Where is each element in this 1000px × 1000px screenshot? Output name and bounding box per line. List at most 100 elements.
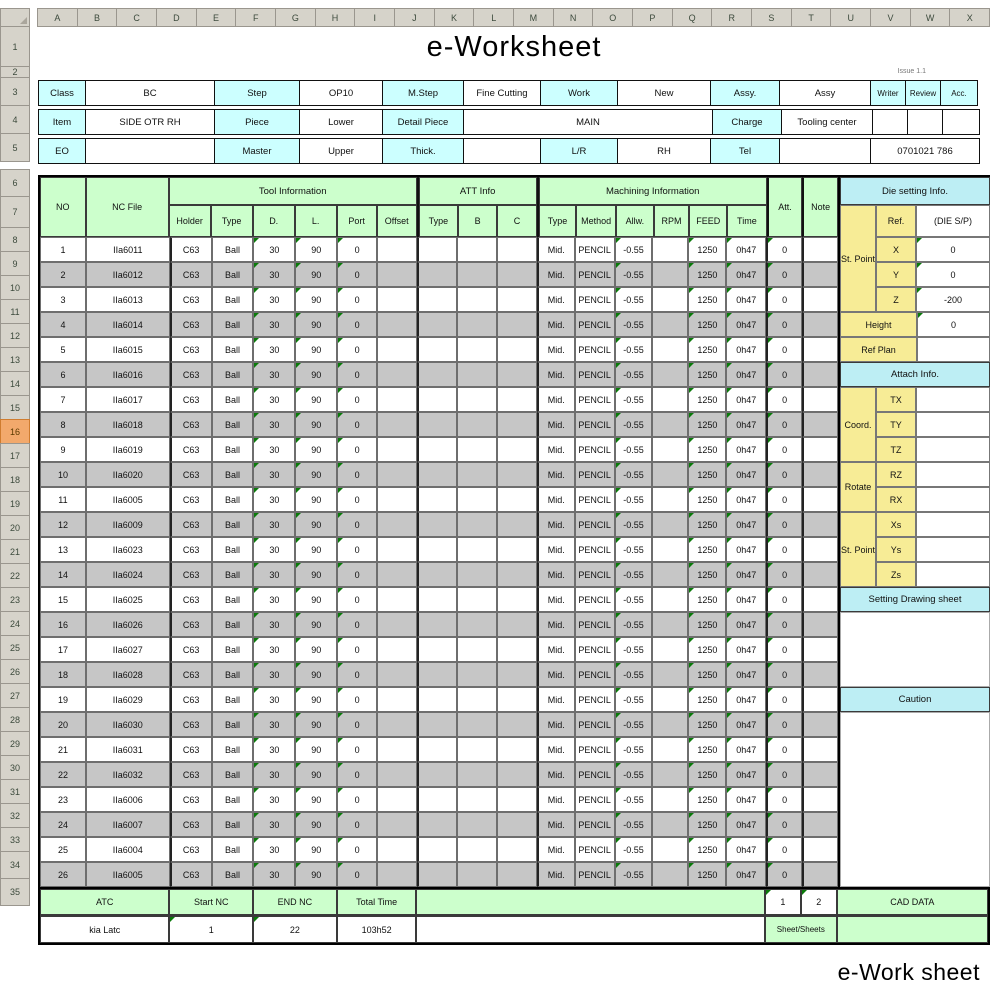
cell-att_b[interactable] bbox=[456, 512, 497, 537]
cell-time[interactable]: 0h47 bbox=[726, 762, 767, 787]
row-header-22[interactable]: 22 bbox=[0, 563, 30, 588]
cell-att_b[interactable] bbox=[456, 737, 497, 762]
cell-note[interactable] bbox=[802, 537, 839, 562]
cell-att_c[interactable] bbox=[496, 537, 537, 562]
cell-offset[interactable] bbox=[377, 837, 418, 862]
cell-holder[interactable]: C63 bbox=[169, 487, 212, 512]
cell-nc_file[interactable]: IIa6009 bbox=[85, 512, 170, 537]
cell-att_c[interactable] bbox=[496, 437, 537, 462]
row-header-20[interactable]: 20 bbox=[0, 515, 30, 540]
cell-d[interactable]: 30 bbox=[253, 737, 296, 762]
column-header-S[interactable]: S bbox=[751, 8, 792, 27]
cell-holder[interactable]: C63 bbox=[169, 462, 212, 487]
cell-no[interactable]: 14 bbox=[40, 562, 86, 587]
cell-type[interactable]: Ball bbox=[211, 237, 254, 262]
cell-no[interactable]: 19 bbox=[40, 687, 86, 712]
cell-no[interactable]: 11 bbox=[40, 487, 86, 512]
cell-nc_file[interactable]: IIa6005 bbox=[85, 862, 170, 887]
cell-port[interactable]: 0 bbox=[337, 362, 378, 387]
cell-d[interactable]: 30 bbox=[253, 412, 296, 437]
cell-feed[interactable]: 1250 bbox=[688, 587, 727, 612]
cell-time[interactable]: 0h47 bbox=[726, 787, 767, 812]
header-att-info[interactable]: ATT Info bbox=[418, 177, 537, 205]
cell-note[interactable] bbox=[802, 512, 839, 537]
row-header-9[interactable]: 9 bbox=[0, 251, 30, 276]
cell-note[interactable] bbox=[802, 237, 839, 262]
cell-nc_file[interactable]: IIa6017 bbox=[85, 387, 170, 412]
cell-feed[interactable]: 1250 bbox=[688, 712, 727, 737]
cell-time[interactable]: 0h47 bbox=[726, 612, 767, 637]
cell-l[interactable]: 90 bbox=[295, 837, 338, 862]
cell-time[interactable]: 0h47 bbox=[726, 487, 767, 512]
cell-no[interactable]: 3 bbox=[40, 287, 86, 312]
cell-m_type[interactable]: Mid. bbox=[536, 637, 575, 662]
cell-m_type[interactable]: Mid. bbox=[536, 712, 575, 737]
thick-value[interactable] bbox=[463, 138, 541, 164]
cell-att_b[interactable] bbox=[456, 537, 497, 562]
cell-att_type[interactable] bbox=[417, 312, 457, 337]
cell-rpm[interactable] bbox=[652, 637, 689, 662]
cell-offset[interactable] bbox=[377, 762, 418, 787]
cell-att_b[interactable] bbox=[456, 587, 497, 612]
cell-d[interactable]: 30 bbox=[253, 237, 296, 262]
cell-holder[interactable]: C63 bbox=[169, 612, 212, 637]
cell-l[interactable]: 90 bbox=[295, 587, 338, 612]
cell-att_b[interactable] bbox=[456, 562, 497, 587]
cell-att_b[interactable] bbox=[456, 462, 497, 487]
column-header-J[interactable]: J bbox=[394, 8, 435, 27]
cell-m_type[interactable]: Mid. bbox=[536, 862, 575, 887]
cell-nc_file[interactable]: IIa6005 bbox=[85, 487, 170, 512]
cell-l[interactable]: 90 bbox=[295, 637, 338, 662]
row-header-5[interactable]: 5 bbox=[0, 133, 30, 162]
cell-type[interactable]: Ball bbox=[211, 712, 254, 737]
cell-time[interactable]: 0h47 bbox=[726, 587, 767, 612]
cell-allw[interactable]: -0.55 bbox=[614, 387, 653, 412]
cell-l[interactable]: 90 bbox=[295, 662, 338, 687]
cell-holder[interactable]: C63 bbox=[169, 312, 212, 337]
cell-rpm[interactable] bbox=[652, 712, 689, 737]
cell-att_type[interactable] bbox=[417, 387, 457, 412]
cell-att_b[interactable] bbox=[456, 312, 497, 337]
cell-feed[interactable]: 1250 bbox=[688, 812, 727, 837]
row-header-34[interactable]: 34 bbox=[0, 851, 30, 879]
row-header-25[interactable]: 25 bbox=[0, 635, 30, 660]
cell-offset[interactable] bbox=[377, 587, 418, 612]
cell-nc_file[interactable]: IIa6013 bbox=[85, 287, 170, 312]
cell-port[interactable]: 0 bbox=[337, 537, 378, 562]
cell-rpm[interactable] bbox=[652, 762, 689, 787]
cell-allw[interactable]: -0.55 bbox=[614, 312, 653, 337]
cell-method[interactable]: PENCIL bbox=[574, 312, 615, 337]
cell-att_type[interactable] bbox=[417, 662, 457, 687]
cell-port[interactable]: 0 bbox=[337, 562, 378, 587]
header-offset[interactable]: Offset bbox=[376, 205, 417, 237]
cell-allw[interactable]: -0.55 bbox=[614, 787, 653, 812]
cell-rpm[interactable] bbox=[652, 362, 689, 387]
cell-no[interactable]: 5 bbox=[40, 337, 86, 362]
cell-feed[interactable]: 1250 bbox=[688, 437, 727, 462]
cell-note[interactable] bbox=[802, 687, 839, 712]
cell-allw[interactable]: -0.55 bbox=[614, 762, 653, 787]
cell-allw[interactable]: -0.55 bbox=[614, 412, 653, 437]
cell-no[interactable]: 22 bbox=[40, 762, 86, 787]
footer-blank-green[interactable] bbox=[416, 889, 765, 915]
y-value[interactable]: 0 bbox=[916, 262, 990, 287]
cell-m_type[interactable]: Mid. bbox=[536, 237, 575, 262]
x-value[interactable]: 0 bbox=[916, 237, 990, 262]
cell-att[interactable]: 0 bbox=[766, 562, 803, 587]
item-value[interactable]: SIDE OTR RH bbox=[85, 109, 215, 135]
row-header-10[interactable]: 10 bbox=[0, 275, 30, 300]
cell-att_b[interactable] bbox=[456, 862, 497, 887]
cell-d[interactable]: 30 bbox=[253, 512, 296, 537]
cell-nc_file[interactable]: IIa6024 bbox=[85, 562, 170, 587]
cell-port[interactable]: 0 bbox=[337, 712, 378, 737]
mstep-value[interactable]: Fine Cutting bbox=[463, 80, 541, 106]
cell-l[interactable]: 90 bbox=[295, 437, 338, 462]
cell-type[interactable]: Ball bbox=[211, 362, 254, 387]
cell-rpm[interactable] bbox=[652, 237, 689, 262]
cell-feed[interactable]: 1250 bbox=[688, 837, 727, 862]
cell-time[interactable]: 0h47 bbox=[726, 462, 767, 487]
cell-allw[interactable]: -0.55 bbox=[614, 462, 653, 487]
row-header-31[interactable]: 31 bbox=[0, 779, 30, 804]
cell-type[interactable]: Ball bbox=[211, 862, 254, 887]
cell-att_b[interactable] bbox=[456, 687, 497, 712]
